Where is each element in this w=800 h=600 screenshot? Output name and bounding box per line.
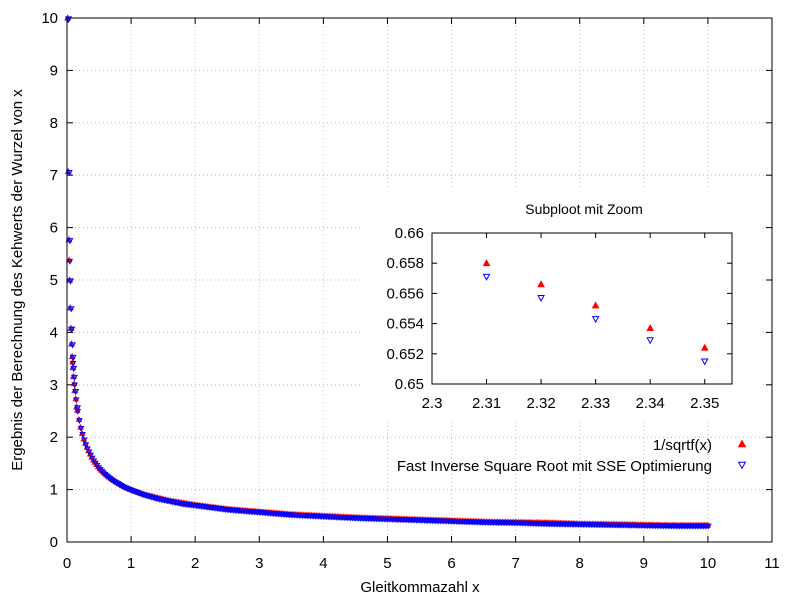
data-point-series-2 (79, 432, 86, 438)
data-point-series-2 (82, 442, 90, 449)
y-tick-label: 5 (50, 272, 58, 289)
inset-data-point-series-2 (482, 273, 491, 281)
data-point-series-2 (97, 467, 104, 474)
data-point-series-2 (77, 426, 85, 432)
x-tick-label: 3 (255, 555, 263, 572)
inset-title: Subploot mit Zoom (525, 201, 643, 217)
inset-data-point-series-1 (646, 324, 655, 332)
y-tick-label: 9 (50, 62, 58, 79)
main-plot-frame (66, 17, 773, 543)
data-point-series-2 (71, 382, 78, 389)
inset-data-point-series-2 (591, 316, 600, 324)
data-point-series-2 (70, 374, 78, 382)
inset-data-point-series-1 (700, 343, 709, 351)
inset-plot-frame (431, 232, 733, 385)
inset-data-point-series-2 (700, 358, 709, 366)
legend-marker-series-1 (737, 439, 747, 448)
inset-data-point-series-1 (537, 280, 545, 288)
y-tick-label: 10 (41, 10, 58, 27)
x-tick-label: 2 (191, 555, 199, 572)
data-point-series-2 (101, 471, 109, 478)
inset-ticks: 2.3 2.31 2.32 2.33 2.34 2.35 0.65 0.652 0.654 0.6… (386, 225, 732, 412)
x-axis-label: Gleitkommazahl x (360, 579, 480, 596)
data-point-series-2 (66, 258, 74, 265)
data-point-series-2 (69, 342, 76, 349)
x-tick-label: 4 (319, 555, 327, 572)
inset-y-tick-label: 0.66 (395, 225, 424, 242)
y-tick-label: 8 (50, 115, 58, 132)
inset-x-tick-label: 2.35 (690, 395, 719, 412)
inset-data-point-series-2 (537, 295, 545, 302)
y-tick-label: 2 (50, 429, 58, 446)
inset-y-tick-label: 0.658 (386, 255, 424, 272)
data-point-series-2 (76, 418, 83, 424)
x-tick-label: 11 (764, 555, 780, 572)
inset-y-tick-label: 0.652 (386, 346, 424, 363)
legend-marker-series-2 (737, 461, 747, 470)
legend-label-series-1: 1/sqrtf(x) (653, 437, 712, 454)
inset-y-tick-label: 0.65 (395, 376, 424, 393)
inset-background (360, 190, 760, 420)
inset-y-tick-label: 0.654 (386, 316, 424, 333)
data-point-series-2 (705, 523, 712, 530)
data-point-series-2 (73, 397, 80, 404)
inset-x-tick-label: 2.32 (526, 395, 555, 412)
data-point-series-2 (67, 278, 75, 285)
inset-data-point-series-2 (646, 337, 655, 345)
data-point-series-2 (68, 326, 76, 333)
x-tick-label: 9 (640, 555, 648, 572)
legend: 1/sqrtf(x) Fast Inverse Square Root mit … (397, 437, 747, 475)
inset-x-tick-label: 2.31 (472, 395, 501, 412)
main-plot-marks (64, 14, 712, 530)
y-tick-label: 4 (50, 324, 58, 341)
x-tick-label: 10 (700, 555, 717, 572)
data-point-series-2 (84, 446, 91, 453)
data-point-series-2 (74, 405, 82, 412)
y-tick-label: 1 (50, 482, 58, 499)
y-tick-label: 0 (50, 534, 58, 551)
data-point-series-2 (89, 455, 96, 462)
data-point-series-2 (85, 449, 93, 456)
inset-x-tick-label: 2.3 (422, 395, 443, 412)
data-point-series-2 (87, 452, 94, 459)
data-point-series-2 (65, 169, 73, 177)
inset-data-point-series-1 (591, 301, 600, 309)
x-tick-label: 6 (447, 555, 455, 572)
data-point-series-2 (98, 468, 106, 475)
data-point-series-2 (67, 306, 75, 313)
data-point-series-2 (69, 361, 77, 367)
inset-x-tick-label: 2.33 (581, 395, 610, 412)
y-axis-label: Ergebnis der Berechnung des Kehwerts der… (9, 89, 26, 471)
main-ticks: 0 1 2 3 4 5 6 7 8 9 10 11 0 1 2 3 4 5 6 7 8 9 10 (41, 10, 779, 572)
y-tick-label: 3 (50, 377, 58, 394)
inset-background-fill (360, 190, 760, 420)
data-point-series-2 (70, 365, 78, 373)
inset-data-point-series-1 (482, 259, 491, 267)
data-point-series-2 (66, 238, 74, 245)
data-point-series-2 (100, 470, 107, 477)
x-tick-label: 0 (63, 555, 71, 572)
x-tick-label: 5 (383, 555, 391, 572)
x-tick-label: 1 (127, 555, 135, 572)
inset-y-tick-label: 0.656 (386, 285, 424, 302)
data-point-series-2 (69, 354, 77, 362)
inset-plot-marks (482, 259, 709, 366)
y-tick-label: 7 (50, 167, 58, 184)
legend-label-series-2: Fast Inverse Square Root mit SSE Optimie… (397, 458, 712, 475)
data-point-series-2 (72, 388, 80, 396)
x-tick-label: 8 (576, 555, 584, 572)
x-tick-label: 7 (511, 555, 519, 572)
inset-x-tick-label: 2.34 (636, 395, 665, 412)
y-tick-label: 6 (50, 220, 58, 237)
data-point-series-2 (81, 437, 88, 444)
